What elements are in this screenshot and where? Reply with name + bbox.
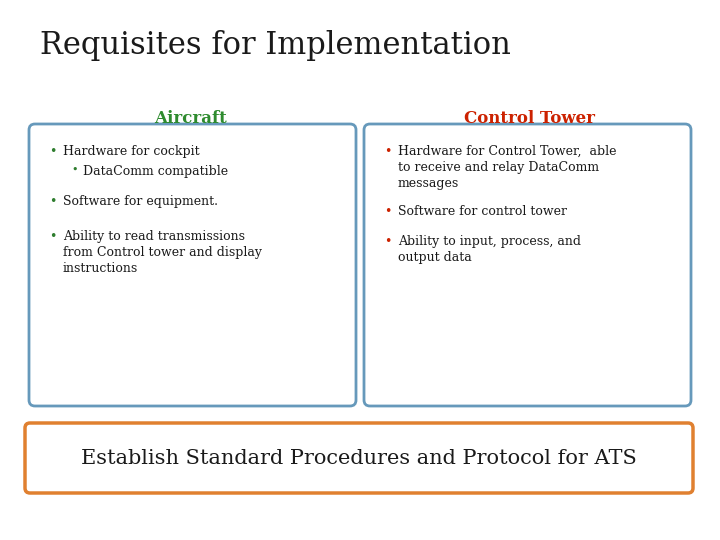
Text: •: • xyxy=(49,145,56,158)
Text: Requisites for Implementation: Requisites for Implementation xyxy=(40,30,511,61)
Text: to receive and relay DataComm: to receive and relay DataComm xyxy=(398,161,599,174)
Text: •: • xyxy=(384,235,392,248)
Text: •: • xyxy=(49,230,56,243)
Text: Hardware for cockpit: Hardware for cockpit xyxy=(63,145,199,158)
Text: output data: output data xyxy=(398,251,472,264)
FancyBboxPatch shape xyxy=(364,124,691,406)
FancyBboxPatch shape xyxy=(25,423,693,493)
Text: Software for control tower: Software for control tower xyxy=(398,205,567,218)
Text: from Control tower and display: from Control tower and display xyxy=(63,246,262,259)
Text: Aircraft: Aircraft xyxy=(153,110,226,127)
Text: DataComm compatible: DataComm compatible xyxy=(83,165,228,178)
Text: •: • xyxy=(384,145,392,158)
Text: Establish Standard Procedures and Protocol for ATS: Establish Standard Procedures and Protoc… xyxy=(81,449,637,468)
Text: Software for equipment.: Software for equipment. xyxy=(63,195,218,208)
FancyBboxPatch shape xyxy=(29,124,356,406)
Text: •: • xyxy=(384,205,392,218)
Text: Control Tower: Control Tower xyxy=(464,110,595,127)
Text: •: • xyxy=(49,195,56,208)
Text: Ability to read transmissions: Ability to read transmissions xyxy=(63,230,245,243)
Text: instructions: instructions xyxy=(63,262,138,275)
Text: •: • xyxy=(71,165,78,175)
Text: messages: messages xyxy=(398,177,459,190)
Text: Hardware for Control Tower,  able: Hardware for Control Tower, able xyxy=(398,145,616,158)
Text: Ability to input, process, and: Ability to input, process, and xyxy=(398,235,581,248)
